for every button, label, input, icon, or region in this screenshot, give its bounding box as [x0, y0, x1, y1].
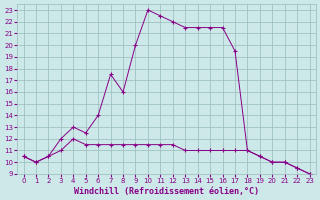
X-axis label: Windchill (Refroidissement éolien,°C): Windchill (Refroidissement éolien,°C) — [74, 187, 259, 196]
